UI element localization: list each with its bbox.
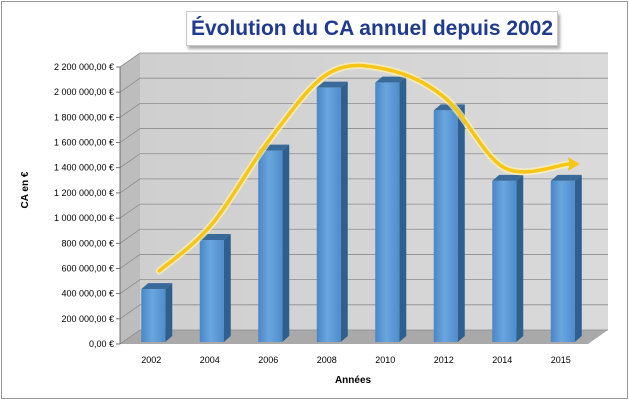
bar-front bbox=[492, 180, 517, 342]
x-tick-label: 2004 bbox=[200, 355, 220, 365]
bar-side bbox=[340, 81, 348, 342]
bar-side bbox=[223, 234, 231, 342]
y-tick-label: 600 000,00 € bbox=[61, 263, 114, 273]
y-tick-label: 800 000,00 € bbox=[61, 238, 114, 248]
trend-arrow-line bbox=[157, 63, 571, 273]
bar-top bbox=[199, 234, 231, 241]
floor bbox=[120, 330, 608, 344]
bar bbox=[141, 283, 173, 342]
bar bbox=[199, 234, 231, 342]
bar bbox=[316, 81, 348, 342]
y-tick-label: 0,00 € bbox=[89, 339, 114, 349]
bar-front bbox=[199, 240, 224, 342]
bar-side bbox=[282, 144, 290, 342]
x-tick-label: 2008 bbox=[317, 355, 337, 365]
x-tick-label: 2002 bbox=[141, 355, 161, 365]
bar-front bbox=[550, 180, 575, 342]
bar-top bbox=[375, 76, 407, 83]
y-tick-label: 1 400 000,00 € bbox=[54, 163, 114, 173]
bar-front bbox=[316, 87, 341, 342]
y-tick-label: 1 600 000,00 € bbox=[54, 138, 114, 148]
bar-front bbox=[141, 289, 166, 342]
bar bbox=[375, 76, 407, 343]
trend-arrow bbox=[155, 62, 580, 275]
x-tick-label: 2015 bbox=[551, 355, 571, 365]
x-tick-label: 2014 bbox=[492, 355, 512, 365]
y-tick-label: 1 800 000,00 € bbox=[54, 112, 114, 122]
bar-top bbox=[316, 81, 348, 88]
y-tick-label: 400 000,00 € bbox=[61, 289, 114, 299]
x-axis-title: Années bbox=[335, 375, 372, 386]
y-tick-label: 2 200 000,00 € bbox=[54, 62, 114, 72]
y-tick-label: 200 000,00 € bbox=[61, 314, 114, 324]
x-tick-label: 2012 bbox=[434, 355, 454, 365]
x-tick-label: 2010 bbox=[375, 355, 395, 365]
bar-top bbox=[492, 174, 524, 181]
y-axis: 0,00 € 200 000,00 € 400 000,00 € 600 000,00… bbox=[54, 62, 121, 349]
y-tick-label: 1 000 000,00 € bbox=[54, 213, 114, 223]
y-tick-label: 2 000 000,00 € bbox=[54, 87, 114, 97]
trend-arrow-head bbox=[567, 156, 580, 171]
bar-front bbox=[433, 110, 458, 342]
bar-front bbox=[258, 150, 283, 342]
bar bbox=[433, 104, 465, 342]
bar-side bbox=[574, 174, 582, 342]
y-tick-label: 1 200 000,00 € bbox=[54, 188, 114, 198]
plot-walls bbox=[120, 53, 608, 344]
bar bbox=[550, 174, 582, 342]
side-wall bbox=[120, 53, 140, 344]
chart-title: Évolution du CA annuel depuis 2002 bbox=[186, 11, 558, 46]
bar-side bbox=[516, 174, 524, 342]
bar bbox=[492, 174, 524, 342]
x-tick-label: 2006 bbox=[258, 355, 278, 365]
x-axis: 2002 2004 2006 2008 2010 2012 2014 2015 bbox=[141, 355, 571, 365]
bar-top bbox=[550, 174, 582, 181]
bar-side bbox=[165, 283, 173, 342]
bar-side bbox=[399, 76, 407, 343]
gridline bbox=[119, 77, 608, 93]
bar-front bbox=[375, 82, 400, 343]
bar-top bbox=[141, 283, 173, 290]
bars bbox=[141, 76, 582, 343]
bar bbox=[258, 144, 290, 342]
gridline bbox=[119, 52, 608, 68]
bar-side bbox=[457, 104, 465, 342]
y-axis-title: CA en € bbox=[20, 171, 31, 208]
